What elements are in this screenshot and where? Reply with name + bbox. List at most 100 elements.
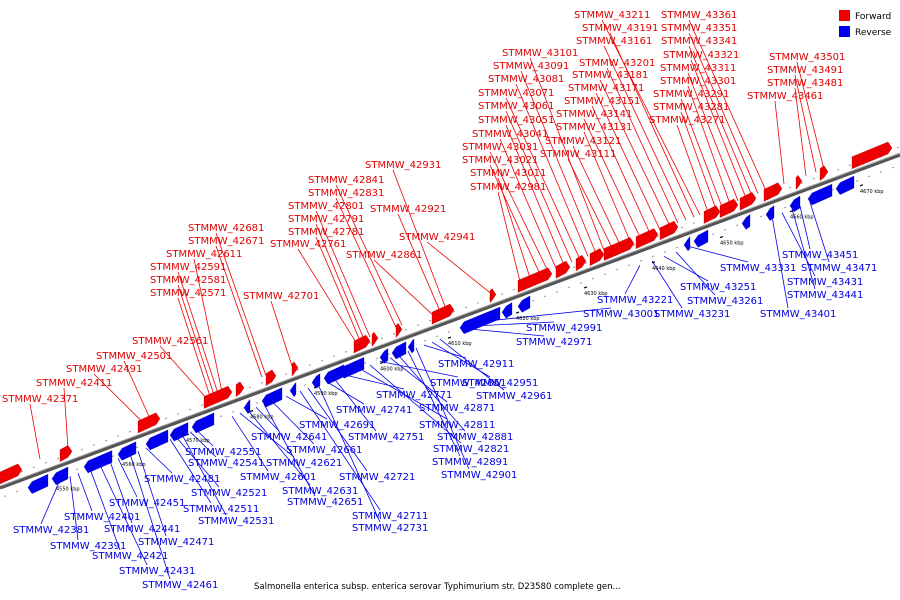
reverse-gene-label[interactable]: STMMW_42771: [376, 390, 452, 401]
reverse-feature-arrow[interactable]: [835, 175, 855, 195]
reverse-gene-label[interactable]: STMMW_43451: [782, 250, 858, 261]
reverse-gene-label[interactable]: STMMW_43001: [583, 309, 659, 320]
forward-gene-label[interactable]: STMMW_43351: [661, 23, 737, 34]
forward-gene-label[interactable]: STMMW_42841: [308, 175, 384, 186]
forward-feature-arrow[interactable]: [575, 254, 587, 272]
reverse-gene-label[interactable]: STMMW_42661: [286, 445, 362, 456]
forward-gene-label[interactable]: STMMW_42611: [166, 249, 242, 260]
forward-feature-arrow[interactable]: [703, 205, 721, 224]
forward-gene-label[interactable]: STMMW_43321: [663, 50, 739, 61]
forward-gene-label[interactable]: STMMW_43281: [653, 102, 729, 113]
reverse-gene-label[interactable]: STMMW_43231: [654, 309, 730, 320]
reverse-gene-label[interactable]: STMMW_43401: [760, 309, 836, 320]
reverse-gene-label[interactable]: STMMW_42991: [526, 323, 602, 334]
reverse-gene-label[interactable]: STMMW_43431: [787, 277, 863, 288]
forward-feature-arrow[interactable]: [353, 334, 371, 354]
reverse-gene-label[interactable]: STMMW_42401: [64, 512, 140, 523]
forward-gene-label[interactable]: STMMW_43201: [579, 58, 655, 69]
forward-feature-arrow[interactable]: [235, 381, 245, 397]
forward-feature-arrow[interactable]: [517, 267, 553, 293]
reverse-gene-label[interactable]: STMMW_42951: [462, 378, 538, 389]
reverse-gene-label[interactable]: STMMW_42621: [266, 458, 342, 469]
reverse-gene-label[interactable]: STMMW_42911: [438, 359, 514, 370]
reverse-feature-arrow[interactable]: [391, 341, 407, 360]
forward-feature-arrow[interactable]: [635, 228, 659, 249]
reverse-feature-arrow[interactable]: [169, 422, 189, 442]
forward-gene-label[interactable]: STMMW_43131: [556, 122, 632, 133]
forward-feature-arrow[interactable]: [489, 288, 497, 304]
forward-gene-label[interactable]: STMMW_42921: [370, 204, 446, 215]
forward-gene-label[interactable]: STMMW_43481: [767, 78, 843, 89]
reverse-feature-arrow[interactable]: [807, 183, 833, 206]
reverse-feature-arrow[interactable]: [51, 466, 69, 485]
reverse-gene-label[interactable]: STMMW_42541: [188, 458, 264, 469]
forward-gene-label[interactable]: STMMW_42781: [288, 227, 364, 238]
forward-feature-arrow[interactable]: [851, 141, 893, 169]
forward-gene-label[interactable]: STMMW_43111: [540, 149, 616, 160]
forward-gene-label[interactable]: STMMW_42791: [288, 214, 364, 225]
reverse-feature-arrow[interactable]: [117, 441, 137, 461]
forward-gene-label[interactable]: STMMW_42501: [96, 351, 172, 362]
reverse-gene-label[interactable]: STMMW_42451: [109, 498, 185, 509]
forward-gene-label[interactable]: STMMW_42681: [188, 223, 264, 234]
reverse-gene-label[interactable]: STMMW_42531: [198, 516, 274, 527]
reverse-feature-arrow[interactable]: [323, 364, 345, 385]
reverse-gene-label[interactable]: STMMW_42651: [287, 497, 363, 508]
forward-feature-arrow[interactable]: [431, 303, 455, 325]
forward-gene-label[interactable]: STMMW_42931: [365, 160, 441, 171]
forward-feature-arrow[interactable]: [819, 165, 829, 181]
forward-gene-label[interactable]: STMMW_42571: [150, 288, 226, 299]
reverse-gene-label[interactable]: STMMW_42511: [183, 504, 259, 515]
forward-gene-label[interactable]: STMMW_43191: [582, 23, 658, 34]
reverse-gene-label[interactable]: STMMW_42391: [50, 541, 126, 552]
forward-gene-label[interactable]: STMMW_42941: [399, 232, 475, 243]
forward-feature-arrow[interactable]: [763, 182, 783, 202]
forward-gene-label[interactable]: STMMW_43151: [564, 96, 640, 107]
reverse-feature-arrow[interactable]: [83, 450, 113, 474]
reverse-gene-label[interactable]: STMMW_42481: [144, 474, 220, 485]
forward-gene-label[interactable]: STMMW_43031: [462, 142, 538, 153]
forward-gene-label[interactable]: STMMW_43161: [576, 36, 652, 47]
reverse-gene-label[interactable]: STMMW_42881: [437, 432, 513, 443]
reverse-feature-arrow[interactable]: [517, 295, 531, 313]
reverse-gene-label[interactable]: STMMW_42871: [419, 403, 495, 414]
forward-gene-label[interactable]: STMMW_43501: [769, 52, 845, 63]
reverse-feature-arrow[interactable]: [243, 399, 251, 414]
forward-feature-arrow[interactable]: [203, 385, 233, 409]
reverse-gene-label[interactable]: STMMW_42551: [185, 447, 261, 458]
reverse-gene-label[interactable]: STMMW_42731: [352, 523, 428, 534]
forward-feature-arrow[interactable]: [59, 445, 73, 463]
forward-gene-label[interactable]: STMMW_43361: [661, 10, 737, 21]
forward-feature-arrow[interactable]: [0, 463, 23, 485]
reverse-gene-label[interactable]: STMMW_42461: [142, 580, 218, 591]
reverse-feature-arrow[interactable]: [339, 357, 365, 379]
forward-gene-label[interactable]: STMMW_43461: [747, 91, 823, 102]
reverse-gene-label[interactable]: STMMW_42891: [432, 457, 508, 468]
forward-feature-arrow[interactable]: [395, 323, 403, 338]
reverse-feature-arrow[interactable]: [693, 229, 709, 248]
reverse-gene-label[interactable]: STMMW_42751: [348, 432, 424, 443]
reverse-feature-arrow[interactable]: [407, 338, 415, 354]
reverse-gene-label[interactable]: STMMW_43471: [801, 263, 877, 274]
reverse-feature-arrow[interactable]: [765, 205, 775, 221]
forward-feature-arrow[interactable]: [137, 412, 161, 434]
forward-feature-arrow[interactable]: [555, 260, 571, 279]
reverse-gene-label[interactable]: STMMW_43331: [720, 263, 796, 274]
forward-gene-label[interactable]: STMMW_43271: [649, 115, 725, 126]
forward-gene-label[interactable]: STMMW_43051: [478, 115, 554, 126]
reverse-gene-label[interactable]: STMMW_42641: [251, 432, 327, 443]
forward-gene-label[interactable]: STMMW_43291: [653, 89, 729, 100]
forward-gene-label[interactable]: STMMW_42491: [66, 364, 142, 375]
reverse-gene-label[interactable]: STMMW_42691: [299, 420, 375, 431]
forward-feature-arrow[interactable]: [291, 361, 299, 377]
reverse-feature-arrow[interactable]: [311, 373, 321, 389]
forward-gene-label[interactable]: STMMW_42671: [188, 236, 264, 247]
forward-gene-label[interactable]: STMMW_43141: [556, 109, 632, 120]
forward-gene-label[interactable]: STMMW_43041: [472, 129, 548, 140]
reverse-feature-arrow[interactable]: [191, 412, 215, 434]
reverse-gene-label[interactable]: STMMW_43251: [680, 282, 756, 293]
forward-gene-label[interactable]: STMMW_42701: [243, 291, 319, 302]
forward-gene-label[interactable]: STMMW_43081: [488, 74, 564, 85]
forward-gene-label[interactable]: STMMW_43301: [660, 76, 736, 87]
reverse-feature-arrow[interactable]: [261, 387, 283, 408]
